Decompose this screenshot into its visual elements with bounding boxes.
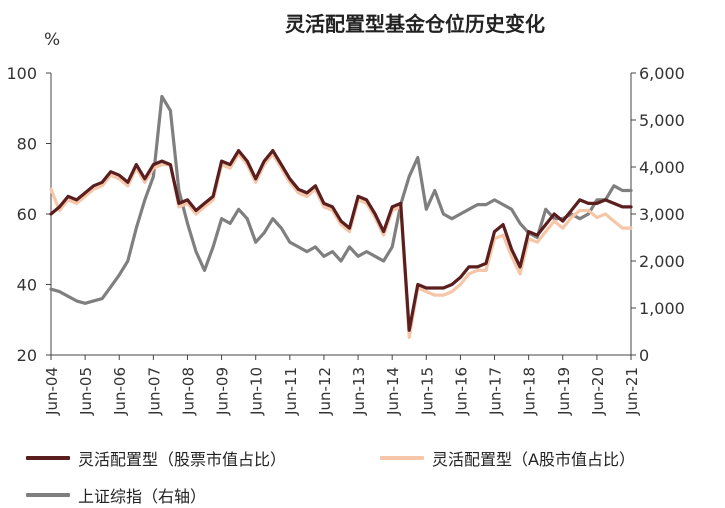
left-axis-unit: % — [44, 30, 60, 50]
x-tick-label: Jun-15 — [418, 367, 436, 416]
x-tick-label: Jun-20 — [589, 367, 607, 416]
x-tick-label: Jun-18 — [521, 367, 539, 416]
x-tick-label: Jun-11 — [282, 367, 300, 416]
x-axis-ticks: Jun-04 Jun-05 Jun-06 Jun-07 Jun-08 Jun-09 Jun-… — [43, 355, 641, 416]
legend-item-a-share-ratio: 灵活配置型（A股市值占比） — [380, 446, 635, 470]
x-tick-label: Jun-21 — [623, 367, 641, 416]
x-tick-label: Jun-10 — [248, 367, 266, 416]
left-tick-label: 100 — [6, 64, 37, 83]
left-tick-label: 20 — [17, 346, 37, 365]
x-tick-label: Jun-12 — [316, 367, 334, 416]
x-tick-label: Jun-16 — [452, 367, 470, 416]
legend-swatch-a-share-ratio — [380, 456, 424, 460]
series-sse-index-line — [49, 94, 633, 305]
right-tick-label: 5,000 — [639, 111, 685, 130]
x-tick-label: Jun-17 — [487, 367, 505, 416]
legend-swatch-stock-ratio — [26, 456, 70, 460]
legend-item-sse-index: 上证综指（右轴） — [26, 483, 206, 507]
right-tick-label: 2,000 — [639, 252, 685, 271]
right-axis-ticks: 0 1,000 2,000 3,000 4,000 5,000 6,000 — [631, 64, 685, 365]
x-tick-label: Jun-07 — [145, 367, 163, 416]
x-tick-label: Jun-04 — [43, 367, 61, 416]
left-tick-label: 80 — [17, 135, 37, 154]
x-tick-label: Jun-13 — [350, 367, 368, 416]
legend-item-stock-ratio: 灵活配置型（股票市值占比） — [26, 446, 286, 470]
series-layer — [49, 94, 633, 339]
left-axis-ticks: 20 40 60 80 100 — [6, 64, 51, 365]
right-tick-label: 1,000 — [639, 299, 685, 318]
right-tick-label: 0 — [639, 346, 649, 365]
right-tick-label: 6,000 — [639, 64, 685, 83]
chart-title: 灵活配置型基金仓位历史变化 — [285, 12, 545, 36]
legend-label-stock-ratio: 灵活配置型（股票市值占比） — [78, 450, 287, 469]
right-tick-label: 3,000 — [639, 205, 685, 224]
legend-label-a-share-ratio: 灵活配置型（A股市值占比） — [432, 450, 635, 469]
x-tick-label: Jun-19 — [555, 367, 573, 416]
left-tick-label: 40 — [17, 276, 37, 295]
x-tick-label: Jun-14 — [384, 367, 402, 416]
series-a-share-ratio-line — [49, 152, 633, 339]
legend-swatch-sse-index — [26, 493, 70, 497]
x-tick-label: Jun-06 — [111, 367, 129, 416]
legend-label-sse-index: 上证综指（右轴） — [78, 487, 207, 506]
x-tick-label: Jun-09 — [214, 367, 232, 416]
x-tick-label: Jun-08 — [179, 367, 197, 416]
left-tick-label: 60 — [17, 205, 37, 224]
x-tick-label: Jun-05 — [77, 367, 95, 416]
series-stock-ratio-line — [49, 149, 633, 332]
right-tick-label: 4,000 — [639, 158, 685, 177]
